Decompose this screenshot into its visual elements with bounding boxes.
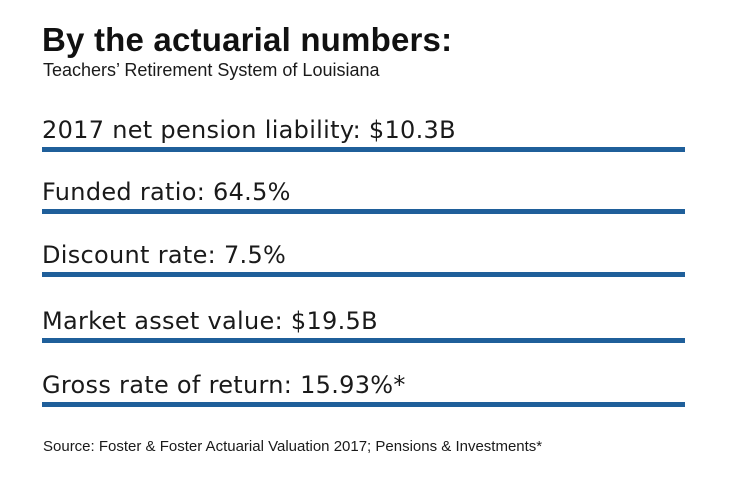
stat-divider xyxy=(42,338,685,343)
stat-divider xyxy=(42,402,685,407)
stat-divider xyxy=(42,209,685,214)
stat-net-pension-liability: 2017 net pension liability: $10.3B xyxy=(42,115,685,155)
stat-divider xyxy=(42,272,685,277)
stat-label: Funded ratio: 64.5% xyxy=(42,178,291,206)
stat-label: Gross rate of return: 15.93%* xyxy=(42,371,406,399)
stat-market-asset-value: Market asset value: $19.5B xyxy=(42,306,685,346)
page-title: By the actuarial numbers: xyxy=(42,21,453,58)
source-note: Source: Foster & Foster Actuarial Valuat… xyxy=(43,438,543,455)
stat-label: Market asset value: $19.5B xyxy=(42,307,378,335)
stat-divider xyxy=(42,147,685,152)
stat-funded-ratio: Funded ratio: 64.5% xyxy=(42,177,685,217)
stat-label: 2017 net pension liability: $10.3B xyxy=(42,116,456,144)
page-subtitle: Teachers’ Retirement System of Louisiana xyxy=(43,60,380,80)
stat-gross-rate-of-return: Gross rate of return: 15.93%* xyxy=(42,370,685,410)
stat-discount-rate: Discount rate: 7.5% xyxy=(42,240,685,280)
stat-label: Discount rate: 7.5% xyxy=(42,241,287,269)
